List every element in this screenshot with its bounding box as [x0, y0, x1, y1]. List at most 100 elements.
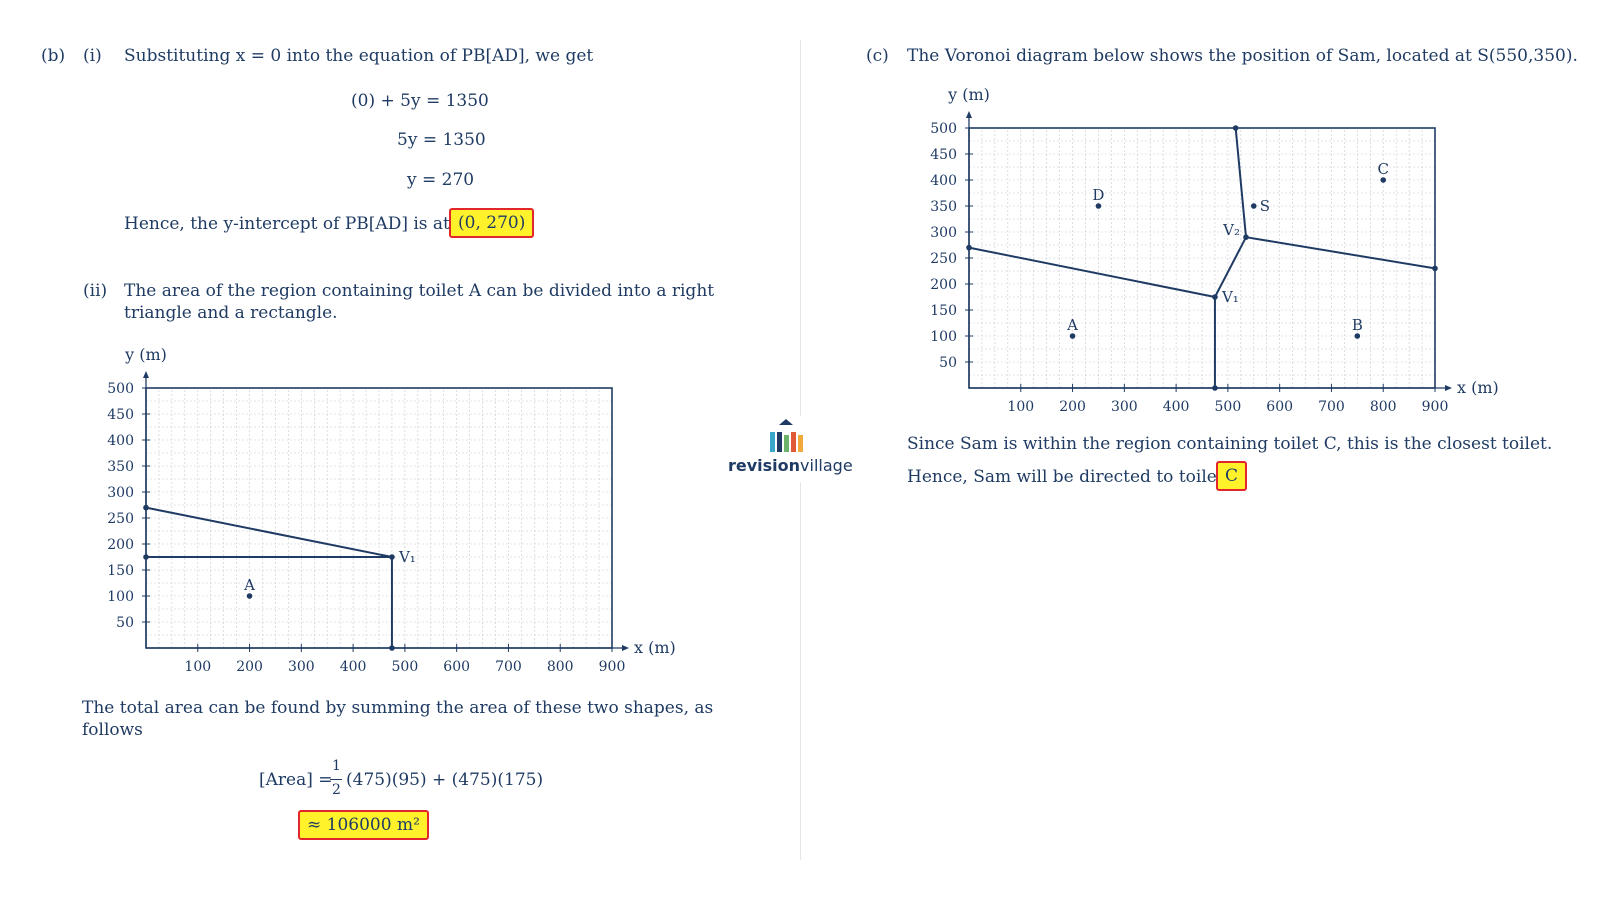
boundary-endpoint	[143, 554, 149, 560]
point-label: V₂	[1222, 221, 1240, 239]
area-fraction-denominator: 2	[332, 782, 341, 798]
point-v	[389, 554, 395, 560]
revision-village-logo: revisionvillage	[728, 416, 853, 482]
part-c-line2: Hence, Sam will be directed to toilet	[907, 467, 1224, 487]
area-rhs: (475)(95) + (475)(175)	[346, 770, 544, 790]
logo-books-icon	[770, 419, 803, 452]
y-axis-arrow-icon	[143, 371, 149, 378]
y-axis-label: y (m)	[947, 85, 990, 104]
x-tick-label: 100	[184, 659, 211, 675]
point-label: B	[1352, 316, 1363, 334]
x-tick-label: 800	[547, 659, 574, 675]
x-tick-label: 500	[1215, 399, 1242, 415]
x-axis-arrow-icon	[622, 645, 629, 651]
boundary-segment	[968, 246, 1216, 298]
x-tick-label: 600	[443, 659, 470, 675]
y-tick-label: 100	[930, 329, 957, 345]
part-b-ii-text-line1: The area of the region containing toilet…	[124, 281, 715, 301]
y-tick-label: 250	[107, 511, 134, 527]
y-tick-label: 250	[930, 251, 957, 267]
part-c-line1: Since Sam is within the region containin…	[907, 434, 1553, 454]
y-tick-label: 450	[107, 407, 134, 423]
part-c-label: (c)	[866, 46, 889, 66]
boundary-segment	[1245, 236, 1436, 270]
y-tick-label: 50	[116, 615, 134, 631]
x-tick-label: 100	[1007, 399, 1034, 415]
equation-step-3: y = 270	[407, 170, 475, 190]
boundary-segment	[1234, 127, 1248, 238]
y-tick-label: 100	[107, 589, 134, 605]
point-label: D	[1092, 186, 1104, 204]
x-tick-label: 500	[392, 659, 419, 675]
y-axis-arrow-icon	[966, 111, 972, 118]
y-tick-label: 300	[107, 485, 134, 501]
region-a-diagram: 100 200 300 400 500 600 700 800 900 50 100 150 200 25…	[107, 345, 676, 675]
y-tick-label: 350	[930, 199, 957, 215]
x-tick-label: 200	[236, 659, 263, 675]
area-fraction-numerator: 1	[332, 758, 341, 774]
point-v	[1243, 234, 1249, 240]
point-s	[1250, 203, 1257, 209]
boundary-endpoint	[966, 244, 972, 251]
boundary-segment	[145, 506, 393, 558]
area-fraction-bar	[330, 779, 342, 780]
point-b	[1354, 333, 1361, 339]
point-d	[1095, 203, 1102, 209]
point-c	[1380, 177, 1387, 183]
total-area-line1: The total area can be found by summing t…	[82, 698, 714, 718]
x-tick-label: 700	[1318, 399, 1345, 415]
boundary-segment	[1214, 236, 1247, 298]
x-tick-label: 800	[1370, 399, 1397, 415]
point-label: C	[1377, 160, 1388, 178]
total-area-line2: follows	[82, 720, 143, 740]
x-tick-label: 900	[1422, 399, 1449, 415]
x-tick-label: 300	[1111, 399, 1138, 415]
x-axis-arrow-icon	[1445, 385, 1452, 391]
part-c-intro: The Voronoi diagram below shows the posi…	[907, 46, 1578, 66]
toilet-answer-box: C	[1216, 461, 1248, 491]
x-tick-label: 400	[1163, 399, 1190, 415]
y-tick-label: 450	[930, 147, 957, 163]
part-b-i-intro: Substituting x = 0 into the equation of …	[124, 46, 594, 66]
boundary-endpoint	[389, 645, 395, 651]
equation-step-2: 5y = 1350	[397, 130, 486, 150]
x-axis-label: x (m)	[634, 638, 676, 657]
x-tick-label: 600	[1266, 399, 1293, 415]
y-tick-label: 300	[930, 225, 957, 241]
y-intercept-answer-box: (0, 270)	[449, 208, 535, 238]
point-v	[1212, 294, 1218, 300]
y-tick-label: 500	[930, 121, 957, 137]
area-lhs: [Area] =	[259, 770, 333, 790]
boundary-endpoint	[143, 504, 149, 511]
part-b-i-label: (i)	[83, 46, 102, 66]
point-a	[246, 593, 253, 599]
part-b-label: (b)	[41, 46, 66, 66]
x-tick-label: 400	[340, 659, 367, 675]
y-tick-label: 400	[107, 433, 134, 449]
y-axis-label: y (m)	[124, 345, 167, 364]
logo-wordmark: revisionvillage	[728, 456, 853, 475]
part-b-ii-label: (ii)	[83, 281, 108, 301]
x-tick-label: 200	[1059, 399, 1086, 415]
y-tick-label: 50	[939, 355, 957, 371]
x-tick-label: 900	[599, 659, 626, 675]
point-label: V₁	[1221, 288, 1239, 306]
boundary-endpoint	[1232, 125, 1239, 131]
y-tick-label: 400	[930, 173, 957, 189]
point-label: A	[1066, 316, 1078, 334]
y-tick-label: 150	[930, 303, 957, 319]
y-tick-label: 350	[107, 459, 134, 475]
area-answer-box: ≈ 106000 m²	[298, 810, 429, 840]
point-label: V₁	[398, 548, 416, 566]
y-tick-label: 150	[107, 563, 134, 579]
voronoi-diagram: 100 200 300 400 500 600 700 800 900 50 100 150 200 25…	[930, 85, 1499, 415]
equation-step-1: (0) + 5y = 1350	[351, 91, 489, 111]
point-label: S	[1260, 197, 1270, 215]
y-tick-label: 200	[930, 277, 957, 293]
part-b-i-conclusion: Hence, the y-intercept of PB[AD] is at	[124, 214, 450, 234]
x-tick-label: 300	[288, 659, 315, 675]
y-tick-label: 500	[107, 381, 134, 397]
y-tick-label: 200	[107, 537, 134, 553]
x-axis-label: x (m)	[1457, 378, 1499, 397]
point-a	[1069, 333, 1076, 339]
